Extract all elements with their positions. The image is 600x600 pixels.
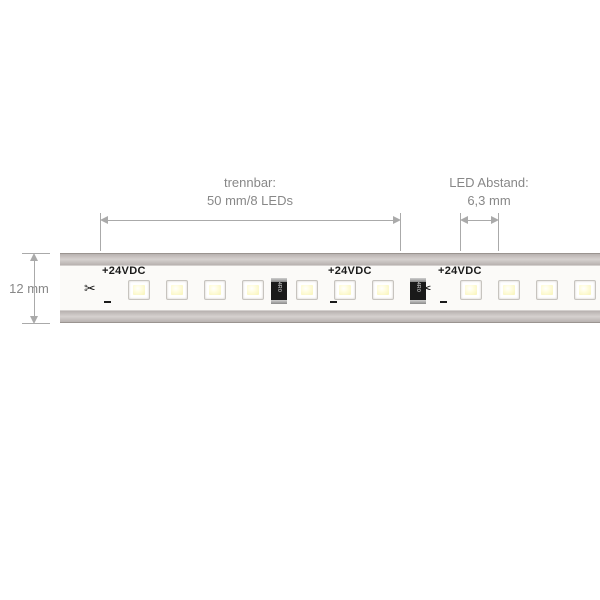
voltage-label: +24VDC xyxy=(438,265,482,277)
led-strip: +24VDC+24VDC+24VDC✂✂4R04R04R0 xyxy=(60,253,600,323)
dim-cuttable-label: trennbar: 50 mm/8 LEDs xyxy=(170,174,330,209)
led-chip xyxy=(334,280,356,300)
dim-spacing-label: LED Abstand: 6,3 mm xyxy=(434,174,544,209)
led-chip xyxy=(372,280,394,300)
dim-spacing-arrow-right xyxy=(491,216,499,224)
led-chip xyxy=(498,280,520,300)
led-chip xyxy=(204,280,226,300)
dim-spacing-line xyxy=(466,220,492,221)
dim-height-label: 12 mm xyxy=(4,280,54,298)
led-chip xyxy=(242,280,264,300)
led-chip xyxy=(296,280,318,300)
resistor-code: 4R0 xyxy=(276,279,282,295)
led-chip xyxy=(460,280,482,300)
dim-spacing-line2: 6,3 mm xyxy=(467,193,510,208)
dim-height-value: 12 mm xyxy=(9,281,49,296)
minus-mark xyxy=(330,301,337,303)
minus-mark xyxy=(440,301,447,303)
dim-spacing-line1: LED Abstand: xyxy=(449,175,529,190)
dim-height-line xyxy=(34,258,35,318)
led-chip xyxy=(536,280,558,300)
smd-resistor: 4R0 xyxy=(271,281,287,301)
dim-cuttable-arrow-right xyxy=(393,216,401,224)
led-chip xyxy=(166,280,188,300)
dim-cuttable-line2: 50 mm/8 LEDs xyxy=(207,193,293,208)
voltage-label: +24VDC xyxy=(102,265,146,277)
dim-spacing-arrow-left xyxy=(460,216,468,224)
led-chip xyxy=(128,280,150,300)
voltage-label: +24VDC xyxy=(328,265,372,277)
dim-height-arrow-down xyxy=(30,316,38,324)
scissors-icon: ✂ xyxy=(84,280,96,297)
resistor-code: 4R0 xyxy=(415,279,421,295)
led-chip xyxy=(574,280,596,300)
dim-cuttable-arrow-left xyxy=(100,216,108,224)
smd-resistor: 4R0 xyxy=(410,281,426,301)
led-strip-pcb: +24VDC+24VDC+24VDC✂✂4R04R04R0 xyxy=(60,266,600,310)
dim-cuttable-line1: trennbar: xyxy=(224,175,276,190)
dim-height-arrow-up xyxy=(30,253,38,261)
dim-cuttable-line xyxy=(106,220,394,221)
minus-mark xyxy=(104,301,111,303)
diagram-canvas: 12 mm trennbar: 50 mm/8 LEDs LED Abstand… xyxy=(0,0,600,600)
